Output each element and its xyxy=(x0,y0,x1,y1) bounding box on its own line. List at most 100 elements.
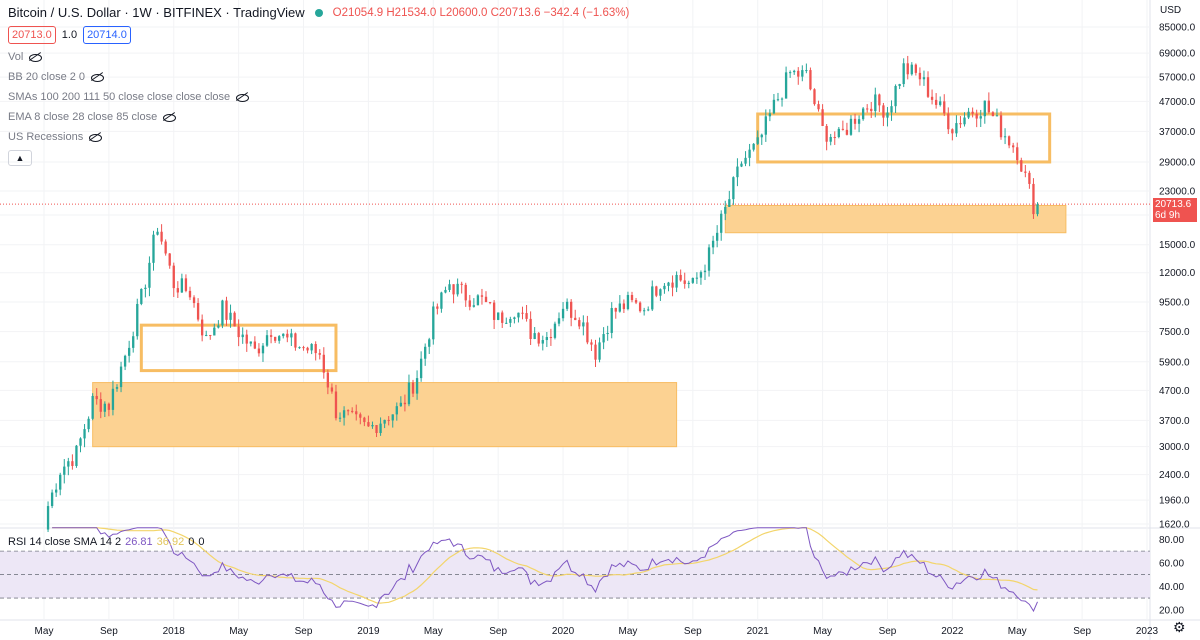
symbol-title[interactable]: Bitcoin / U.S. Dollar · 1W · BITFINEX · … xyxy=(8,5,305,20)
time-tick-label: May xyxy=(1008,626,1027,637)
candle-body xyxy=(115,387,119,389)
currency-label[interactable]: USD xyxy=(1160,5,1182,16)
candle-body xyxy=(943,101,946,114)
hidden-eye-icon[interactable] xyxy=(29,52,43,62)
indicator-bb[interactable]: BB 20 close 2 0 xyxy=(8,70,629,84)
hidden-eye-icon[interactable] xyxy=(236,92,250,102)
candle-body xyxy=(233,312,236,327)
rsi-tick-label: 60.00 xyxy=(1159,558,1184,569)
candle-body xyxy=(517,312,520,318)
price-tick-label: 15000.0 xyxy=(1159,240,1196,251)
candle-body xyxy=(813,89,816,105)
candle-body xyxy=(533,333,536,340)
candle-body xyxy=(172,265,175,289)
candle-body xyxy=(768,113,772,117)
candle-body xyxy=(861,108,865,120)
candle-body xyxy=(492,302,496,320)
time-axis[interactable]: May Sep 2018 May Sep 2019 May Sep 2020 May Sep 2021… xyxy=(35,626,1159,637)
candle-body xyxy=(411,382,415,394)
candle-body xyxy=(95,395,98,400)
candle-body xyxy=(148,262,151,288)
candle-body xyxy=(468,300,471,307)
candle-body xyxy=(375,425,378,434)
candle-body xyxy=(570,301,573,318)
hidden-eye-icon[interactable] xyxy=(89,132,103,142)
price-tick-label: 37000.0 xyxy=(1159,127,1196,138)
hidden-eye-icon[interactable] xyxy=(163,112,177,122)
candle-body xyxy=(282,333,285,337)
candle-body xyxy=(359,414,362,418)
price-tick-label: 1620.0 xyxy=(1159,520,1190,531)
collapse-legend-button[interactable]: ▲ xyxy=(8,150,32,166)
candle-body xyxy=(890,106,893,113)
time-tick-label: May xyxy=(813,626,832,637)
candle-body xyxy=(192,297,196,304)
candle-body xyxy=(525,313,528,319)
indicator-vol[interactable]: Vol xyxy=(8,50,629,64)
candle-body xyxy=(399,402,403,407)
candle-body xyxy=(180,278,184,293)
candle-body xyxy=(647,309,650,311)
price-tick-label: 7500.0 xyxy=(1159,327,1190,338)
rsi-label[interactable]: RSI 14 close SMA 14 2 xyxy=(8,536,122,548)
candle-body xyxy=(788,72,792,74)
candle-body xyxy=(302,347,305,349)
candle-body xyxy=(306,347,309,351)
candle-body xyxy=(1003,136,1007,138)
candle-body xyxy=(894,85,897,107)
candle-body xyxy=(793,70,796,73)
candle-body xyxy=(342,410,346,418)
sell-price-button[interactable]: 20713.0 xyxy=(8,26,56,44)
price-axis[interactable]: 1620.0 1960.0 2400.0 3000.0 3700.0 4700.0 5900… xyxy=(1159,23,1196,617)
indicator-label: US Recessions xyxy=(8,131,84,143)
candle-body xyxy=(152,234,155,263)
price-tick-label: 3700.0 xyxy=(1159,416,1190,427)
candle-body xyxy=(752,143,755,150)
time-tick-label: Sep xyxy=(489,626,507,637)
candle-body xyxy=(253,341,257,349)
candle-body xyxy=(549,337,553,339)
candle-body xyxy=(184,278,188,291)
candle-body xyxy=(99,399,102,412)
indicator-smas[interactable]: SMAs 100 200 111 50 close close close cl… xyxy=(8,90,629,104)
candle-body xyxy=(574,317,577,321)
candle-body xyxy=(975,113,978,119)
candle-body xyxy=(46,506,50,530)
candle-body xyxy=(440,292,443,309)
candle-body xyxy=(213,327,216,336)
candle-body xyxy=(1024,171,1027,173)
price-tick-label: 2400.0 xyxy=(1159,470,1190,481)
hidden-eye-icon[interactable] xyxy=(91,72,105,82)
candle-body xyxy=(586,322,589,343)
candle-body xyxy=(687,282,690,284)
support-zones xyxy=(92,112,1067,448)
indicator-label: EMA 8 close 28 close 85 close xyxy=(8,111,158,123)
zone-rect xyxy=(756,112,1052,164)
candle-body xyxy=(310,344,313,351)
candle-body xyxy=(744,157,747,164)
candle-body xyxy=(922,77,926,80)
candle-body xyxy=(119,366,123,388)
candle-body xyxy=(874,94,877,112)
indicator-ema[interactable]: EMA 8 close 28 close 85 close xyxy=(8,110,629,124)
candle-body xyxy=(200,319,204,336)
settings-gear-icon[interactable]: ⚙ xyxy=(1173,619,1186,635)
candle-body xyxy=(415,378,419,394)
candle-body xyxy=(444,289,447,293)
candle-body xyxy=(87,418,90,430)
candle-body xyxy=(160,231,163,242)
candle-body xyxy=(748,149,751,158)
candle-body xyxy=(298,347,301,349)
rsi-pane xyxy=(0,527,1150,613)
time-tick-label: 2018 xyxy=(163,626,186,637)
candle-body xyxy=(679,274,682,281)
candle-body xyxy=(123,355,127,367)
indicator-recessions[interactable]: US Recessions xyxy=(8,130,629,144)
time-tick-label: Sep xyxy=(684,626,702,637)
candle-body xyxy=(245,334,248,344)
candle-body xyxy=(424,346,427,359)
candle-body xyxy=(480,295,484,297)
buy-price-button[interactable]: 20714.0 xyxy=(83,26,131,44)
rsi-value: 26.81 xyxy=(125,536,153,548)
